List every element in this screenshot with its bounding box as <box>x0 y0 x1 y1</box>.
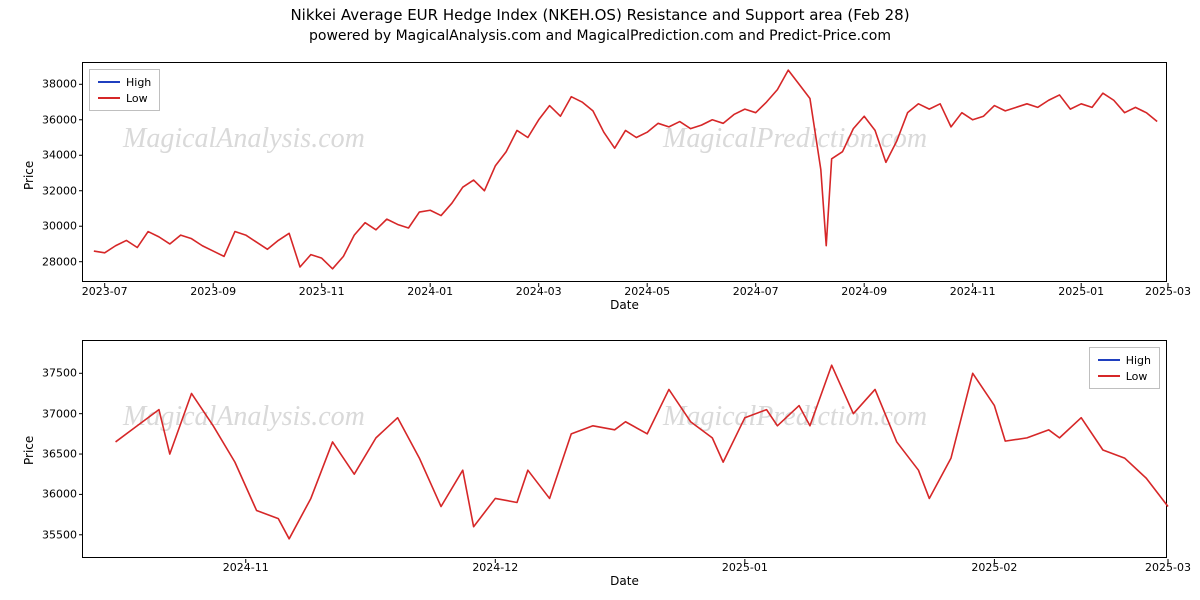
xtick-label: 2025-02 <box>971 557 1017 574</box>
legend-label-low-2: Low <box>1126 370 1148 383</box>
ytick-label: 34000 <box>42 149 83 162</box>
ytick-label: 32000 <box>42 184 83 197</box>
xtick-label: 2023-09 <box>190 281 236 298</box>
bottom-ylabel: Price <box>22 436 36 465</box>
low-series-line <box>116 365 1168 539</box>
ytick-label: 37000 <box>42 407 83 420</box>
bottom-chart-svg <box>83 341 1168 559</box>
xtick-label: 2025-01 <box>1058 281 1104 298</box>
bottom-xlabel: Date <box>82 574 1167 588</box>
legend-swatch-low <box>98 97 120 99</box>
legend-swatch-low-2 <box>1098 375 1120 377</box>
ytick-label: 36500 <box>42 448 83 461</box>
ytick-label: 28000 <box>42 255 83 268</box>
chart-subtitle: powered by MagicalAnalysis.com and Magic… <box>0 28 1200 44</box>
xtick-label: 2024-09 <box>841 281 887 298</box>
xtick-label: 2024-11 <box>950 281 996 298</box>
figure: Nikkei Average EUR Hedge Index (NKEH.OS)… <box>0 0 1200 600</box>
top-chart-panel: MagicalAnalysis.com MagicalPrediction.co… <box>82 62 1167 282</box>
xtick-label: 2023-07 <box>82 281 128 298</box>
ytick-label: 35500 <box>42 528 83 541</box>
xtick-label: 2025-03 <box>1145 557 1191 574</box>
low-series-line <box>94 70 1157 269</box>
ytick-label: 37500 <box>42 367 83 380</box>
legend-label-low: Low <box>126 92 148 105</box>
xtick-label: 2024-03 <box>516 281 562 298</box>
xtick-label: 2024-11 <box>223 557 269 574</box>
top-chart-svg <box>83 63 1168 283</box>
legend-label-high-2: High <box>1126 354 1151 367</box>
legend-label-high: High <box>126 76 151 89</box>
legend-top: High Low <box>89 69 160 111</box>
xtick-label: 2024-05 <box>624 281 670 298</box>
ytick-label: 30000 <box>42 220 83 233</box>
ytick-label: 36000 <box>42 113 83 126</box>
legend-swatch-high <box>98 81 120 83</box>
legend-row-high: High <box>98 74 151 90</box>
xtick-label: 2023-11 <box>299 281 345 298</box>
legend-row-low: Low <box>98 90 151 106</box>
legend-swatch-high-2 <box>1098 359 1120 361</box>
top-xlabel: Date <box>82 298 1167 312</box>
ytick-label: 36000 <box>42 488 83 501</box>
xtick-label: 2024-01 <box>407 281 453 298</box>
legend-bottom: High Low <box>1089 347 1160 389</box>
chart-title: Nikkei Average EUR Hedge Index (NKEH.OS)… <box>0 6 1200 24</box>
ytick-label: 38000 <box>42 78 83 91</box>
xtick-label: 2024-07 <box>733 281 779 298</box>
bottom-chart-panel: MagicalAnalysis.com MagicalPrediction.co… <box>82 340 1167 558</box>
top-ylabel: Price <box>22 161 36 190</box>
xtick-label: 2025-01 <box>722 557 768 574</box>
legend-row-high-2: High <box>1098 352 1151 368</box>
xtick-label: 2025-03 <box>1145 281 1191 298</box>
xtick-label: 2024-12 <box>472 557 518 574</box>
legend-row-low-2: Low <box>1098 368 1151 384</box>
